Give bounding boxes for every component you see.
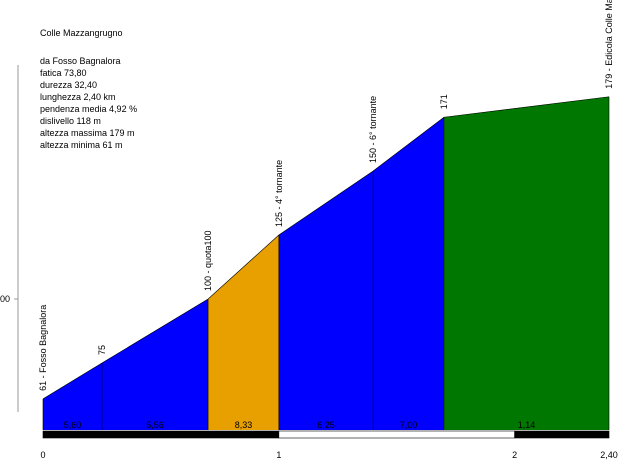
- point-label-0: 61 - Fosso Bagnalora: [38, 305, 48, 391]
- profile-outline: [42, 96, 610, 400]
- profile-segment-4: [373, 117, 444, 431]
- point-label-4: 150 - 6° tornante: [368, 96, 378, 163]
- segment-gradient-label-5: 1,14: [518, 420, 536, 430]
- y-tick-label: 100: [0, 294, 10, 304]
- stat-fatica: fatica 73,80: [40, 68, 87, 78]
- km-bar-segment-1: [278, 430, 515, 439]
- x-tick-label-2: 2: [512, 450, 517, 460]
- stat-start: da Fosso Bagnalora: [40, 56, 121, 66]
- stat-lunghezza: lunghezza 2,40 km: [40, 92, 116, 102]
- segment-gradient-label-0: 5,60: [64, 420, 82, 430]
- stat-dislivello: dislivello 118 m: [40, 116, 101, 126]
- x-tick-label-0: 0: [40, 450, 45, 460]
- segment-gradient-label-4: 7,00: [400, 420, 418, 430]
- point-label-6: 179 - Edicola Colle Mazz: [604, 0, 614, 89]
- profile-segment-3: [278, 171, 374, 430]
- profile-segment-0: [43, 363, 102, 430]
- point-label-3: 125 - 4° tornante: [274, 160, 284, 227]
- profile-segment-5: [443, 96, 609, 430]
- x-tick-label-1: 1: [276, 450, 281, 460]
- profile-segment-2: [208, 235, 279, 430]
- segment-gradient-label-2: 8,33: [235, 420, 253, 430]
- point-label-2: 100 - quota100: [203, 230, 213, 291]
- km-bar-segment-0: [42, 430, 280, 439]
- profile-stats: da Fosso Bagnalora fatica 73,80 durezza …: [40, 55, 137, 151]
- stat-pendenza: pendenza media 4,92 %: [40, 104, 138, 114]
- stat-altezza-max: altezza massima 179 m: [40, 128, 135, 138]
- point-label-1: 75: [97, 345, 107, 355]
- profile-segment-1: [101, 299, 209, 430]
- point-label-5: 171: [439, 94, 449, 109]
- stat-durezza: durezza 32,40: [40, 80, 98, 90]
- profile-title: Colle Mazzangrugno: [40, 28, 123, 38]
- x-tick-label-3: 2,40: [600, 450, 618, 460]
- segment-gradient-label-3: 6,25: [317, 420, 335, 430]
- stat-altezza-min: altezza minima 61 m: [40, 140, 123, 150]
- km-bar-segment-2: [514, 430, 610, 439]
- segment-gradient-label-1: 5,56: [146, 420, 164, 430]
